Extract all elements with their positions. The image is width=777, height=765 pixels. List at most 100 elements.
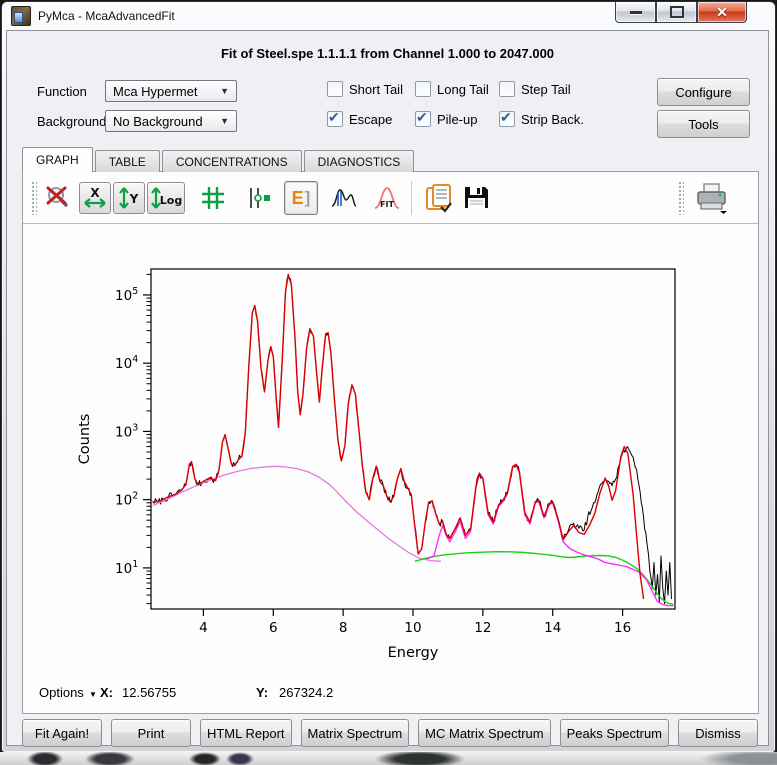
save-button[interactable] [461,183,491,213]
svg-text:4: 4 [199,620,208,636]
status-bar: Options ▼ X: 12.56755 Y: 267324.2 [23,679,758,709]
graph-tab-panel: X Y Log [22,171,759,714]
tools-button[interactable]: Tools [657,110,750,138]
peak-picker-button[interactable] [245,183,275,213]
svg-text:14: 14 [544,620,561,636]
svg-text:Log: Log [160,194,182,207]
y-axis-label: Counts [77,414,93,465]
pileup-checkbox[interactable]: Pile-up [415,111,477,127]
grid-button[interactable] [198,183,228,213]
fit-header: Fit of Steel.spe 1.1.1.1 from Channel 1.… [7,46,768,61]
checkbox-icon [499,81,515,97]
chevron-down-icon: ▼ [220,86,229,96]
background-label: Background [37,114,106,129]
cursor-y-label: Y: [256,685,268,700]
minimize-button[interactable] [615,2,656,23]
background-dropdown[interactable]: No Background ▼ [105,110,237,132]
peaks-spectrum-button[interactable]: Peaks Spectrum [560,719,669,747]
long-tail-checkbox[interactable]: Long Tail [415,81,489,97]
maximize-button[interactable] [656,2,697,23]
y-autoscale-button[interactable]: Y [113,182,145,214]
html-report-button[interactable]: HTML Report [200,719,292,747]
app-window: PyMca - McaAdvancedFit ✕ Fit of Steel.sp… [1,1,776,753]
spectrum-plot[interactable]: 46810121416101102103104105EnergyCounts [25,227,758,672]
svg-text:105: 105 [115,286,138,304]
svg-text:103: 103 [115,422,138,440]
svg-text:10: 10 [404,620,421,636]
graph-toolbar: X Y Log [23,172,758,224]
svg-text:X: X [90,186,100,200]
zoom-reset-icon [44,184,72,212]
svg-text:8: 8 [339,620,348,636]
svg-text:FIT: FIT [380,200,394,209]
svg-text:102: 102 [115,491,138,509]
chevron-down-icon: ▼ [220,116,229,126]
short-tail-checkbox[interactable]: Short Tail [327,81,403,97]
checkbox-icon [327,111,343,127]
y-autoscale-icon: Y [116,185,142,211]
x-autoscale-icon: X [82,185,108,211]
energy-toggle-button[interactable]: E ] [284,181,318,215]
maximize-icon [670,6,684,18]
function-value: Mca Hypermet [113,84,198,99]
print-icon [693,182,731,214]
peak-search-button[interactable] [329,183,359,213]
svg-text:101: 101 [115,559,138,577]
matrix-spectrum-button[interactable]: Matrix Spectrum [301,719,410,747]
fit-again-button[interactable]: Fit Again! [22,719,102,747]
zoom-reset-button[interactable] [43,183,73,213]
save-icon [463,184,490,211]
background-value: No Background [113,114,203,129]
close-icon: ✕ [716,5,728,19]
cursor-y-value: 267324.2 [279,685,333,700]
dialog-body: Fit of Steel.spe 1.1.1.1 from Channel 1.… [6,30,769,746]
function-label: Function [37,84,87,99]
copy-button[interactable] [424,183,454,213]
desktop-taskbar-strip [0,752,777,765]
energy-icon: E [292,189,304,207]
window-controls: ✕ [615,2,747,23]
log-scale-icon: Log [149,185,183,211]
step-tail-checkbox[interactable]: Step Tail [499,81,571,97]
strip-back-checkbox[interactable]: Strip Back. [499,111,584,127]
tab-concentrations[interactable]: CONCENTRATIONS [162,150,302,172]
minimize-icon [630,11,642,14]
print-button[interactable] [692,183,732,213]
grid-icon [200,185,226,211]
dismiss-button[interactable]: Dismiss [678,719,758,747]
escape-checkbox[interactable]: Escape [327,111,392,127]
svg-text:16: 16 [614,620,631,636]
checkbox-icon [415,81,431,97]
window-title: PyMca - McaAdvancedFit [38,9,175,23]
tab-diagnostics[interactable]: DIAGNOSTICS [304,150,415,172]
configure-button[interactable]: Configure [657,78,750,106]
close-button[interactable]: ✕ [697,2,747,23]
footer-buttons: Fit Again! Print HTML Report Matrix Spec… [22,719,758,746]
tab-table[interactable]: TABLE [95,150,160,172]
tab-bar: GRAPH TABLE CONCENTRATIONS DIAGNOSTICS [22,148,416,172]
svg-text:6: 6 [269,620,278,636]
chevron-down-icon: ▼ [89,690,97,699]
copy-icon [424,183,454,213]
mc-matrix-spectrum-button[interactable]: MC Matrix Spectrum [418,719,550,747]
checkbox-icon [415,111,431,127]
print-report-button[interactable]: Print [111,719,191,747]
cursor-x-value: 12.56755 [122,685,176,700]
checkbox-icon [499,111,515,127]
function-dropdown[interactable]: Mca Hypermet ▼ [105,80,237,102]
svg-text:12: 12 [474,620,491,636]
peak-picker-icon [247,185,273,211]
svg-text:Y: Y [129,192,139,206]
fit-icon: FIT [373,184,401,212]
log-scale-button[interactable]: Log [147,182,185,214]
toolbar-grip[interactable] [678,181,684,215]
energy-bracket-icon: ] [305,189,311,206]
fit-button[interactable]: FIT [372,183,402,213]
tab-graph[interactable]: GRAPH [22,147,93,172]
cursor-x-label: X: [100,685,113,700]
options-button[interactable]: Options [39,685,84,700]
toolbar-separator [411,181,415,215]
toolbar-grip[interactable] [31,181,37,215]
checkbox-icon [327,81,343,97]
x-autoscale-button[interactable]: X [79,182,111,214]
